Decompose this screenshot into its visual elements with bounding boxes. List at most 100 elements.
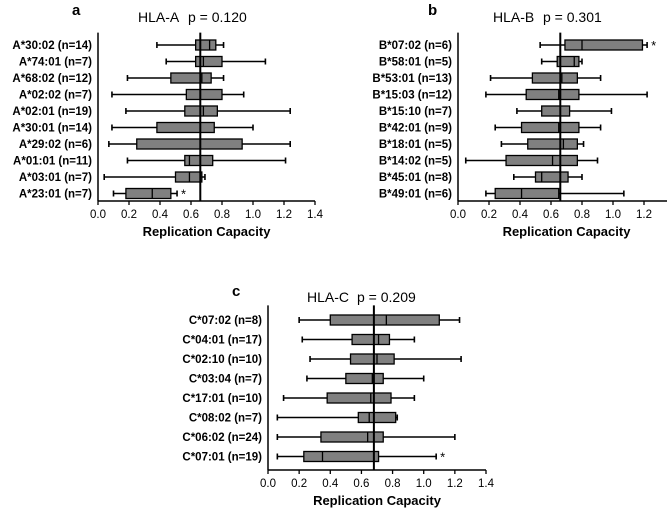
category-label: B*14:02 (n=5) xyxy=(379,156,452,168)
x-tick-label: 0.6 xyxy=(543,209,559,221)
iqr-box xyxy=(525,88,580,101)
iqr-box xyxy=(494,187,560,200)
panel-title: HLA-C xyxy=(307,289,349,305)
category-label: A*30:02 (n=14) xyxy=(12,40,92,52)
box-row: A*23:01 (n=7) * xyxy=(19,187,186,202)
significance-star: * xyxy=(440,450,445,465)
iqr-box xyxy=(357,411,397,424)
iqr-box xyxy=(194,55,223,68)
category-label: A*74:01 (n=7) xyxy=(19,57,92,69)
category-label: B*07:02 (n=6) xyxy=(379,40,452,52)
x-tick-label: 0.8 xyxy=(214,209,230,221)
box-row: A*02:01 (n=19) xyxy=(12,105,292,118)
iqr-box xyxy=(184,154,214,167)
category-label: A*03:01 (n=7) xyxy=(19,172,92,184)
panel-b: b HLA-B p = 0.301 B*07:02 (n=6) * B*58:01 (n=… xyxy=(372,2,667,239)
x-tick-label: 0.0 xyxy=(450,209,466,221)
box-row: B*18:01 (n=5) xyxy=(379,138,585,151)
box-row: B*45:01 (n=8) xyxy=(379,171,583,184)
iqr-box xyxy=(185,88,223,101)
iqr-box xyxy=(505,154,578,167)
category-label: B*15:10 (n=7) xyxy=(379,106,452,118)
category-label: A*30:01 (n=14) xyxy=(12,123,92,135)
iqr-box xyxy=(303,450,380,463)
x-tick-label: 0.2 xyxy=(291,478,307,490)
panel-letter: b xyxy=(428,2,437,19)
x-tick-label: 0.8 xyxy=(574,209,590,221)
x-tick-label: 0.2 xyxy=(121,209,137,221)
iqr-box xyxy=(320,431,384,443)
category-label: B*53:01 (n=13) xyxy=(372,73,452,85)
box-row: C*07:02 (n=8) xyxy=(189,314,461,327)
iqr-box xyxy=(541,105,571,117)
box-row: A*68:02 (n=12) xyxy=(12,72,225,85)
box-row: C*17:01 (n=10) xyxy=(182,392,416,405)
box-row: C*06:02 (n=24) xyxy=(182,431,456,444)
iqr-box xyxy=(345,372,384,385)
panel-letter: c xyxy=(232,283,240,300)
box-row: C*08:02 (n=7) xyxy=(189,411,399,425)
panel-letter: a xyxy=(72,2,81,19)
category-label: B*49:01 (n=6) xyxy=(379,189,452,201)
iqr-box xyxy=(194,39,217,51)
category-label: C*04:01 (n=17) xyxy=(182,335,262,347)
category-label: C*17:01 (n=10) xyxy=(182,393,262,405)
category-label: B*58:01 (n=5) xyxy=(379,57,452,69)
panel-title: HLA-A xyxy=(138,9,180,25)
x-tick-label: 0.0 xyxy=(260,478,276,490)
box-row: B*58:01 (n=5) xyxy=(379,55,583,69)
category-label: A*02:02 (n=7) xyxy=(19,90,92,102)
x-tick-label: 0.2 xyxy=(481,209,497,221)
box-row: A*29:02 (n=6) xyxy=(19,138,292,151)
box-row: A*01:01 (n=11) xyxy=(13,154,287,168)
box-row: C*07:01 (n=19) * xyxy=(182,450,445,465)
iqr-box xyxy=(534,171,569,183)
iqr-box xyxy=(326,392,392,404)
p-value-label: p = 0.209 xyxy=(357,289,416,305)
x-axis-title: Replication Capacity xyxy=(503,224,632,239)
category-label: C*08:02 (n=7) xyxy=(189,413,262,425)
x-axis-title: Replication Capacity xyxy=(143,224,272,239)
panel-a: a HLA-A p = 0.120 A*30:02 (n=14) A*74:01 (n=… xyxy=(12,2,323,239)
x-tick-label: 1.0 xyxy=(416,478,432,490)
iqr-box xyxy=(351,333,391,346)
iqr-box xyxy=(156,121,215,134)
x-axis-title: Replication Capacity xyxy=(313,493,442,508)
box-row: C*03:04 (n=7) xyxy=(189,372,425,386)
box-row: B*42:01 (n=9) xyxy=(379,121,602,135)
box-row: C*02:10 (n=10) xyxy=(182,353,462,366)
category-label: C*02:10 (n=10) xyxy=(182,354,262,366)
panel-c: c HLA-C p = 0.209 C*07:02 (n=8) C*04:01 (n=1… xyxy=(182,283,494,508)
iqr-box xyxy=(125,187,172,200)
box-row: B*53:01 (n=13) xyxy=(372,72,602,85)
box-row: B*49:01 (n=6) xyxy=(379,187,625,201)
panel-title: HLA-B xyxy=(493,9,534,25)
category-label: A*02:01 (n=19) xyxy=(12,106,92,118)
x-tick-label: 0.6 xyxy=(183,209,199,221)
box-row: B*14:02 (n=5) xyxy=(379,154,599,168)
category-label: A*01:01 (n=11) xyxy=(13,156,92,168)
p-value-label: p = 0.120 xyxy=(188,9,247,25)
iqr-box xyxy=(520,121,580,134)
x-tick-label: 1.2 xyxy=(276,209,292,221)
category-label: B*15:03 (n=12) xyxy=(372,90,452,102)
box-row: B*07:02 (n=6) * xyxy=(379,38,656,53)
category-label: B*42:01 (n=9) xyxy=(379,123,452,135)
x-tick-label: 0.0 xyxy=(90,209,106,221)
box-row: B*15:03 (n=12) xyxy=(372,88,648,102)
category-label: B*45:01 (n=8) xyxy=(379,172,452,184)
iqr-box xyxy=(174,171,203,183)
iqr-box xyxy=(531,72,579,84)
x-tick-label: 0.6 xyxy=(353,478,369,490)
iqr-box xyxy=(349,353,395,365)
box-row: C*04:01 (n=17) xyxy=(182,333,416,347)
iqr-box xyxy=(170,72,212,84)
category-label: B*18:01 (n=5) xyxy=(379,139,452,151)
p-value-label: p = 0.301 xyxy=(543,9,602,25)
box-row: A*02:02 (n=7) xyxy=(19,88,245,102)
x-tick-label: 0.4 xyxy=(512,209,529,221)
significance-star: * xyxy=(651,38,656,53)
x-tick-label: 1.4 xyxy=(478,478,495,490)
x-tick-label: 0.4 xyxy=(322,478,339,490)
